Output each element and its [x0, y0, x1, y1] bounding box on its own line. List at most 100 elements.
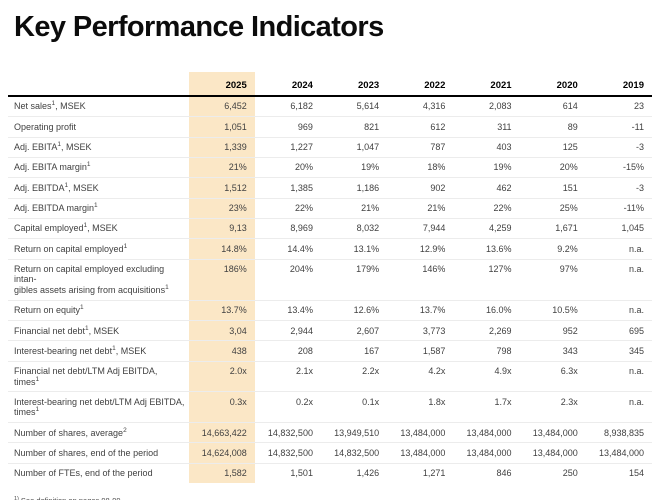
cell-2025: 186%: [188, 258, 255, 301]
cell-2020: 952: [519, 320, 586, 341]
cell-2022: 4.2x: [387, 360, 454, 392]
cell-2021: 403: [453, 136, 520, 158]
cell-2025: 6,452: [188, 95, 255, 117]
cell-2019: -3: [585, 136, 652, 158]
cell-2024: 20%: [254, 156, 321, 178]
table-row: Number of shares, end of the period 14,62…: [8, 442, 652, 464]
cell-2025: 21%: [188, 156, 255, 178]
cell-2023: 1,426: [320, 462, 388, 484]
cell-2020: 343: [519, 340, 586, 362]
cell-2020: 97%: [519, 258, 586, 301]
row-label: Number of shares, average2: [8, 422, 189, 443]
cell-2020: 1,671: [519, 217, 586, 239]
cell-2022: 4,316: [422, 101, 446, 112]
cell-2025: 14,663,422: [188, 422, 255, 443]
cell-2025: 1,512: [188, 177, 255, 199]
kpi-table: 2025 2024 2023 2022 2021 2020 2019 Net s…: [8, 71, 652, 484]
cell-2019: n.a.: [585, 238, 652, 260]
cell-2020: 151: [519, 177, 586, 199]
cell-2024: 14.4%: [254, 238, 321, 260]
cell-2023: 167: [320, 340, 388, 362]
cell-2020: 20%: [519, 156, 586, 178]
cell-2024: 2,944: [254, 320, 321, 341]
cell-2021: 462: [453, 177, 520, 199]
row-label: Net sales1, MSEK: [14, 100, 86, 112]
cell-2024: 13.4%: [254, 299, 321, 321]
row-label: Number of shares, end of the period: [8, 442, 189, 464]
cell-2025: 0.3x: [188, 391, 255, 423]
table-row: Adj. EBITDA1, MSEK 1,512 1,385 1,186 902 462 1…: [8, 177, 652, 199]
footnotes: 1)See definition on pages 98-99. 2)The n…: [14, 496, 652, 500]
cell-2023: 179%: [320, 258, 388, 301]
cell-2025: 13.7%: [188, 299, 255, 321]
cell-2022: 18%: [387, 156, 454, 178]
table-row: Return on equity1 13.7% 13.4% 12.6% 13.7% 16.…: [8, 299, 652, 321]
cell-2022: 1.8x: [387, 391, 454, 423]
cell-2019: 23: [633, 101, 644, 112]
row-label: Interest-bearing net debt1, MSEK: [8, 340, 189, 362]
footnote-1-text: See definition on pages 98-99.: [21, 496, 123, 500]
cell-2021: 22%: [453, 197, 520, 219]
cell-2024: 14,832,500: [254, 422, 321, 443]
cell-2025: 1,582: [188, 462, 255, 484]
row-label: Adj. EBITDA margin1: [8, 197, 189, 219]
table-row: Capital employed1, MSEK 9,13 8,969 8,032 7,9…: [8, 217, 652, 239]
cell-2022: 3,773: [387, 320, 454, 341]
cell-2021: 13,484,000: [453, 422, 520, 443]
table-row: Interest-bearing net debt/LTM Adj EBITDA…: [8, 391, 652, 423]
cell-2022: 612: [387, 116, 454, 138]
cell-2024: 14,832,500: [254, 442, 321, 464]
cell-2020: 6.3x: [519, 360, 586, 392]
cell-2023: 21%: [320, 197, 388, 219]
table-row: Adj. EBITDA margin1 23% 22% 21% 21% 22% 25% -11…: [8, 197, 652, 219]
cell-2023: 13,949,510: [320, 422, 388, 443]
row-label: Adj. EBITDA1, MSEK: [8, 177, 189, 199]
metric-column-header: [8, 71, 189, 97]
cell-2022: 146%: [387, 258, 454, 301]
footnote-1-marker: 1): [14, 495, 19, 500]
column-header-2025: 2025: [188, 71, 255, 97]
cell-2022: 21%: [387, 197, 454, 219]
row-label: Return on capital employed excluding int…: [8, 258, 189, 301]
column-header-2019: 2019: [585, 71, 652, 97]
cell-2025: 438: [188, 340, 255, 362]
cell-2023: 13.1%: [320, 238, 388, 260]
cell-2023: 2,607: [320, 320, 388, 341]
cell-2022: 902: [387, 177, 454, 199]
cell-2020: 250: [519, 462, 586, 484]
cell-2022: 13.7%: [387, 299, 454, 321]
cell-2024: 8,969: [254, 217, 321, 239]
cell-2023: 14,832,500: [320, 442, 388, 464]
cell-2019: 695: [585, 320, 652, 341]
cell-2024: 22%: [254, 197, 321, 219]
cell-2024: 1,227: [254, 136, 321, 158]
cell-2020: 10.5%: [519, 299, 586, 321]
footnote-1: 1)See definition on pages 98-99.: [14, 496, 462, 500]
column-header-2020: 2020: [519, 71, 586, 97]
cell-2025: 2.0x: [188, 360, 255, 392]
cell-2019: -11%: [585, 197, 652, 219]
cell-2024: 2.1x: [254, 360, 321, 392]
cell-2024: 969: [254, 116, 321, 138]
cell-2019: 8,938,835: [585, 422, 652, 443]
table-row: Net sales1, MSEK 6,452 6,182 5,614 4,316 2,08…: [8, 95, 652, 117]
cell-2021: 19%: [453, 156, 520, 178]
cell-2019: -3: [585, 177, 652, 199]
page-title: Key Performance Indicators: [14, 11, 384, 43]
cell-2024: 0.2x: [254, 391, 321, 423]
cell-2023: 5,614: [356, 101, 380, 112]
cell-2023: 19%: [320, 156, 388, 178]
cell-2019: n.a.: [585, 258, 652, 301]
cell-2022: 12.9%: [387, 238, 454, 260]
cell-2020: 89: [519, 116, 586, 138]
cell-2021: 1.7x: [453, 391, 520, 423]
table-row: Adj. EBITA margin1 21% 20% 19% 18% 19% 20% -15%: [8, 156, 652, 178]
cell-2021: 16.0%: [453, 299, 520, 321]
cell-2019: 1,045: [585, 217, 652, 239]
cell-2021: 13.6%: [453, 238, 520, 260]
cell-2021: 4,259: [453, 217, 520, 239]
row-label: Capital employed1, MSEK: [8, 217, 189, 239]
table-row: Adj. EBITA1, MSEK 1,339 1,227 1,047 787 403 12…: [8, 136, 652, 158]
cell-2022: 1,587: [387, 340, 454, 362]
cell-2025: 3,04: [188, 320, 255, 341]
